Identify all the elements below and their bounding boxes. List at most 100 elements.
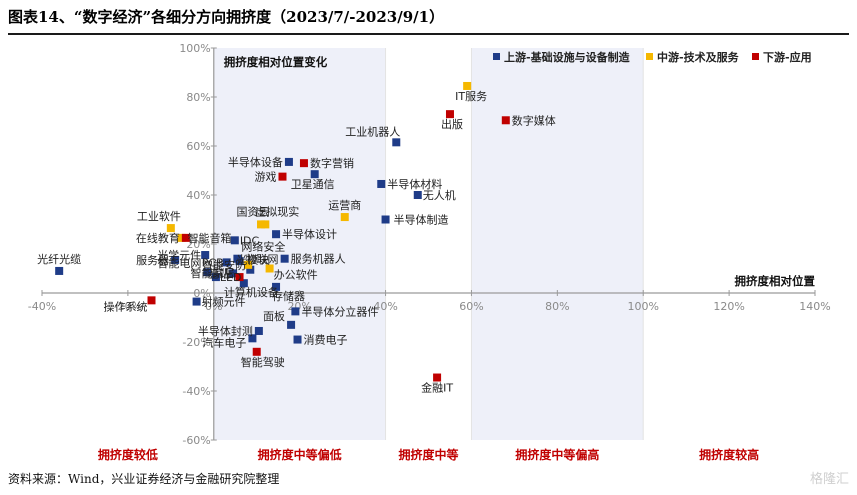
scatter-point — [299, 159, 308, 168]
point-label: 射频元件 — [202, 295, 246, 309]
scatter-point — [392, 138, 401, 147]
scatter-point — [192, 297, 201, 306]
scatter-point — [272, 282, 281, 291]
band-label: 拥挤度较低 — [98, 447, 158, 462]
band-label: 拥挤度中等 — [398, 447, 458, 462]
point-label: PCB — [202, 256, 224, 269]
point-label: 运营商 — [328, 198, 361, 212]
point-label: LED — [220, 271, 242, 284]
scatter-point — [203, 268, 212, 277]
y-tick-label: 20% — [186, 238, 210, 251]
point-label: IT服务 — [455, 90, 487, 103]
point-label: 数字营销 — [310, 156, 354, 170]
band-fill — [213, 48, 386, 440]
point-label: 光模块 — [236, 253, 269, 267]
scatter-point — [177, 233, 186, 242]
scatter-point — [201, 251, 210, 260]
point-label: 半导体设备 — [228, 155, 283, 169]
point-label: 半导体材料 — [387, 177, 442, 191]
scatter-point — [261, 220, 270, 229]
scatter-point — [433, 373, 442, 382]
scatter-point — [257, 220, 266, 229]
point-label: 计算机设备 — [224, 285, 279, 299]
x-tick-label: 60% — [459, 300, 483, 313]
point-label: 光学元件 — [157, 248, 201, 262]
point-label: 存储器 — [272, 289, 305, 303]
point-label: 卫星通信 — [291, 178, 335, 191]
scatter-point — [284, 157, 293, 166]
scatter-point — [310, 170, 319, 179]
scatter-point — [278, 172, 287, 181]
y-tick-label: 0% — [193, 287, 210, 300]
point-label: 在线教育 — [136, 231, 180, 245]
point-label: 无人机 — [423, 188, 456, 202]
x-tick-label: 40% — [373, 300, 397, 313]
scatter-point — [171, 255, 180, 264]
x-tick-label: -20% — [114, 300, 142, 313]
point-label: 服务器 — [136, 254, 169, 267]
scatter-point — [291, 307, 300, 316]
point-label: 汽车电子 — [202, 335, 246, 349]
point-label: 虚拟现实 — [255, 204, 299, 218]
x-tick-label: 140% — [799, 300, 830, 313]
point-label: 工业机器人 — [345, 124, 400, 138]
scatter-point — [239, 279, 248, 288]
point-label: 操作系统 — [104, 299, 148, 313]
chart-title: 图表14、“数字经济”各细分方向拥挤度（2023/7/-2023/9/1） — [8, 8, 445, 26]
y-tick-label: -20% — [182, 336, 210, 349]
band-label: 拥挤度较高 — [699, 447, 759, 462]
point-label: 数字媒体 — [512, 113, 556, 127]
scatter-point — [254, 326, 263, 335]
scatter-point — [229, 269, 238, 278]
point-label: 智能音箱 — [188, 231, 232, 245]
x-tick-label: 120% — [713, 300, 744, 313]
scatter-point — [287, 320, 296, 329]
x-axis-title: 拥挤度相对位置 — [735, 274, 816, 288]
scatter-point — [463, 81, 472, 90]
legend-swatch — [646, 53, 653, 60]
scatter-point — [181, 233, 190, 242]
band-fill — [471, 48, 644, 440]
band-label: 拥挤度中等偏低 — [258, 447, 342, 462]
point-label: 消费电子 — [304, 333, 348, 347]
y-axis-title: 拥挤度相对位置变化 — [224, 55, 328, 69]
scatter-point — [222, 258, 231, 267]
y-tick-label: -60% — [182, 434, 210, 447]
scatter-point — [280, 254, 289, 263]
scatter-point — [501, 116, 510, 125]
point-label: 工业软件 — [137, 209, 181, 223]
title-divider — [8, 33, 849, 35]
scatter-point — [248, 334, 257, 343]
scatter-point — [211, 273, 220, 282]
y-tick-label: 40% — [186, 189, 210, 202]
axes-layer: -40% -20% 0% 20% 40% 60% 80% 100% 120% 140% -60% -4… — [28, 42, 831, 447]
scatter-point — [293, 335, 302, 344]
watermark: 格隆汇 — [809, 472, 849, 487]
scatter-point — [445, 110, 454, 119]
scatter-point — [235, 273, 244, 282]
scatter-point — [252, 347, 261, 356]
point-label: 网络安全 — [241, 240, 285, 254]
legend-swatch — [752, 53, 759, 60]
scatter-point — [230, 236, 239, 245]
band-backgrounds: 拥挤度较低 拥挤度中等偏低 拥挤度中等 拥挤度中等偏高 拥挤度较高 — [98, 48, 759, 462]
band-label: 拥挤度中等偏高 — [515, 447, 599, 462]
x-tick-label: 100% — [627, 300, 658, 313]
scatter-point — [235, 257, 244, 266]
point-label: 半导体封测 — [198, 324, 253, 338]
scatter-point — [413, 191, 422, 199]
y-tick-label: -40% — [182, 385, 210, 398]
legend-label: 下游-应用 — [763, 50, 812, 64]
y-tick-label: 80% — [186, 91, 210, 104]
scatter-point — [381, 215, 390, 224]
point-label: 出版 — [441, 117, 463, 131]
scatter-point — [55, 266, 64, 275]
point-label: 半导体设计 — [282, 227, 337, 241]
scatter-point — [272, 230, 281, 239]
point-label: 基站 — [208, 266, 230, 280]
point-label: 物联网 — [246, 252, 279, 266]
scatter-point — [246, 265, 255, 274]
x-tick-label: 80% — [545, 300, 569, 313]
point-label: 智能家居 — [191, 266, 235, 280]
